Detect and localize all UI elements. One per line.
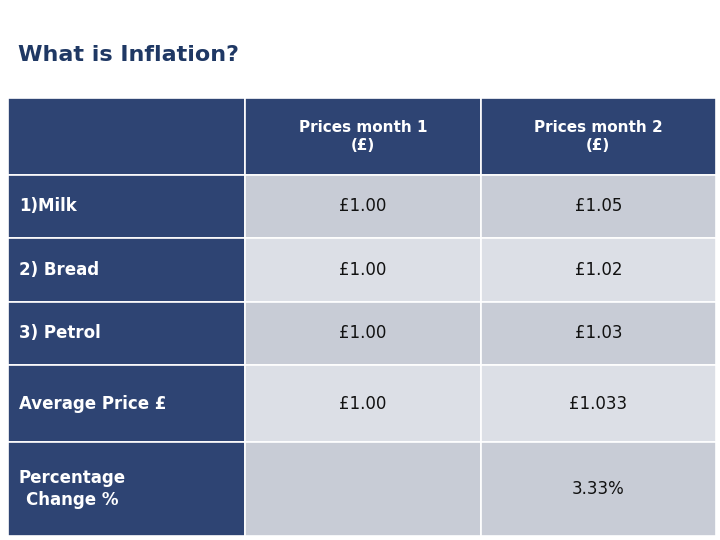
Text: 3.33%: 3.33% [572, 480, 625, 498]
Text: 2) Bread: 2) Bread [19, 261, 99, 279]
Text: £1.03: £1.03 [575, 325, 622, 342]
Text: £1.00: £1.00 [339, 261, 387, 279]
Text: Percentage
Change %: Percentage Change % [19, 469, 126, 509]
Text: £1.05: £1.05 [575, 198, 622, 215]
Text: £1.00: £1.00 [339, 395, 387, 413]
Text: 3) Petrol: 3) Petrol [19, 325, 101, 342]
Text: Average Price £: Average Price £ [19, 395, 166, 413]
Text: £1.00: £1.00 [339, 198, 387, 215]
Text: What is Inflation?: What is Inflation? [18, 45, 239, 65]
Text: £1.033: £1.033 [570, 395, 627, 413]
Text: Prices month 1
(£): Prices month 1 (£) [299, 119, 427, 153]
Text: 1)Milk: 1)Milk [19, 198, 76, 215]
Text: £1.02: £1.02 [575, 261, 622, 279]
Text: Prices month 2
(£): Prices month 2 (£) [534, 119, 662, 153]
Text: £1.00: £1.00 [339, 325, 387, 342]
